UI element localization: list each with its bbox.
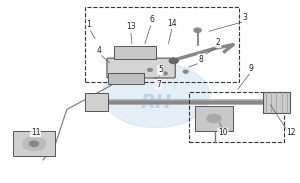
Circle shape [206,114,221,123]
Text: 12: 12 [286,128,296,137]
Text: 1: 1 [87,20,92,29]
Text: 3: 3 [243,13,248,22]
Circle shape [169,58,178,64]
Text: RH: RH [140,93,172,112]
Bar [85,7,239,83]
Text: 8: 8 [198,55,203,64]
Circle shape [102,63,209,128]
Circle shape [163,72,167,75]
Circle shape [183,70,188,73]
Bar [108,74,144,84]
Circle shape [30,141,38,146]
Bar [114,46,156,59]
Text: 10: 10 [218,128,228,137]
Text: 6: 6 [149,15,154,24]
Bar [263,92,290,113]
Bar [195,106,233,131]
Circle shape [22,137,46,151]
Circle shape [194,28,201,32]
Text: 5: 5 [158,65,163,74]
FancyBboxPatch shape [107,58,175,78]
Text: 11: 11 [31,128,40,137]
Bar [189,92,284,142]
Text: 9: 9 [249,64,254,73]
Text: 2: 2 [216,38,221,47]
Text: 13: 13 [126,22,136,31]
Circle shape [148,68,152,71]
Text: 4: 4 [97,46,102,55]
Bar [13,131,55,156]
Text: 7: 7 [157,80,161,89]
Bar [85,93,108,111]
Text: 14: 14 [167,18,177,27]
